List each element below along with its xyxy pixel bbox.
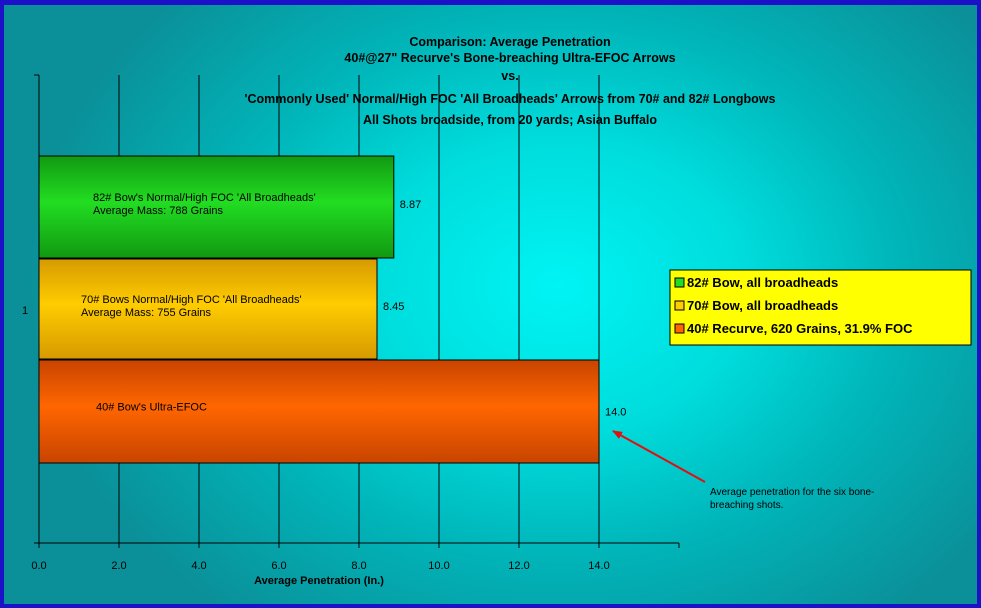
axes: 0.0 2.0 4.0 6.0 8.0 10.0 12.0 14.0 1 Average Pene… — [22, 74, 680, 587]
bar-2 — [38, 258, 378, 360]
legend-entry: 82# Bow, all broadheads — [687, 275, 838, 290]
x-tick-label: 2.0 — [111, 560, 126, 572]
x-tick-label: 14.0 — [588, 560, 609, 572]
x-tick-label: 10.0 — [428, 560, 449, 572]
title-line: 'Commonly Used' Normal/High FOC 'All Bro… — [245, 92, 776, 106]
grid-lines — [118, 75, 600, 543]
legend-box — [669, 269, 972, 346]
legend-entry: 40# Recurve, 620 Grains, 31.9% FOC — [687, 321, 913, 336]
bar-label: 40# Bow's Ultra-EFOC — [96, 402, 207, 414]
x-tick-label: 8.0 — [351, 560, 366, 572]
legend-entry: 70# Bow, all broadheads — [687, 298, 838, 313]
legend-swatch — [674, 323, 685, 334]
chart-title: Comparison: Average Penetration 40#@27" R… — [245, 35, 776, 127]
title-line: All Shots broadside, from 20 yards; Asia… — [363, 113, 657, 127]
bar-label: 70# Bows Normal/High FOC 'All Broadheads… — [81, 294, 302, 306]
bar-label: Average Mass: 755 Grains — [81, 307, 212, 319]
title-line: 40#@27" Recurve's Bone-breaching Ultra-E… — [344, 51, 675, 65]
legend-swatch — [674, 300, 685, 311]
x-tick-label: 6.0 — [271, 560, 286, 572]
data-label: 8.87 — [400, 199, 421, 211]
annotation-text: Average penetration for the six bone- — [710, 487, 874, 498]
bar-1 — [38, 155, 395, 259]
data-label: 14.0 — [605, 407, 626, 419]
x-tick-label: 4.0 — [191, 560, 206, 572]
x-tick-label: 0.0 — [31, 560, 46, 572]
title-line: vs. — [501, 69, 518, 83]
x-axis-title: Average Penetration (In.) — [254, 575, 384, 587]
title-line: Comparison: Average Penetration — [409, 35, 610, 49]
y-category-label: 1 — [22, 305, 28, 317]
bars: 82# Bow's Normal/High FOC 'All Broadhead… — [38, 155, 626, 464]
legend: 82# Bow, all broadheads 70# Bow, all broa… — [669, 269, 972, 346]
annotation: Average penetration for the six bone-bre… — [612, 430, 874, 511]
bar-label: Average Mass: 788 Grains — [93, 205, 224, 217]
x-tick-label: 12.0 — [508, 560, 529, 572]
annotation-arrow — [612, 430, 706, 483]
legend-swatch — [674, 277, 685, 288]
annotation-text: breaching shots. — [710, 500, 783, 511]
bar-label: 82# Bow's Normal/High FOC 'All Broadhead… — [93, 192, 316, 204]
bar-3 — [38, 359, 600, 464]
data-label: 8.45 — [383, 301, 404, 313]
